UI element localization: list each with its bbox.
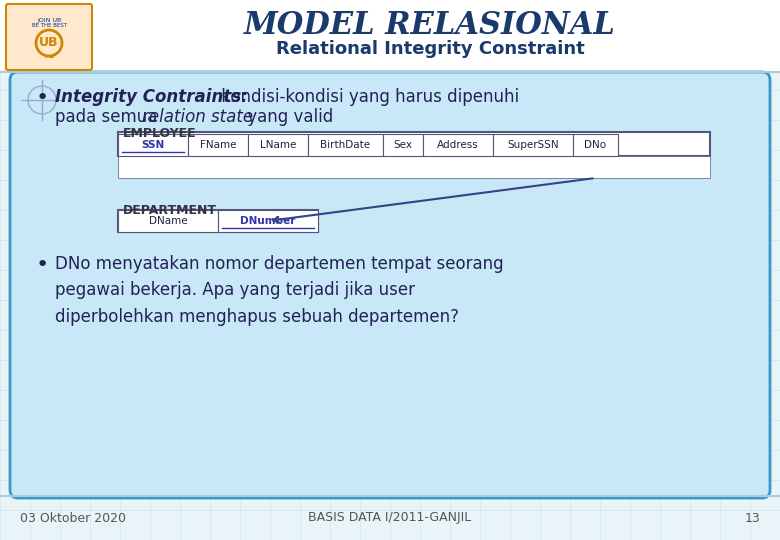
Text: LName: LName (260, 140, 296, 150)
Text: JOIN UB: JOIN UB (37, 18, 61, 23)
Text: •: • (36, 88, 49, 108)
Text: EMPLOYEE: EMPLOYEE (123, 127, 197, 140)
Text: DEPARTMENT: DEPARTMENT (123, 204, 217, 217)
Text: UB: UB (39, 37, 58, 50)
Text: •: • (36, 255, 49, 275)
FancyBboxPatch shape (118, 132, 710, 156)
FancyBboxPatch shape (573, 134, 618, 156)
FancyBboxPatch shape (188, 134, 248, 156)
Text: SuperSSN: SuperSSN (507, 140, 558, 150)
Text: SSN: SSN (141, 140, 165, 150)
Text: BASIS DATA I/2011-GANJIL: BASIS DATA I/2011-GANJIL (308, 511, 472, 524)
Text: DNumber: DNumber (240, 216, 296, 226)
FancyBboxPatch shape (10, 72, 770, 498)
FancyBboxPatch shape (118, 210, 318, 232)
Text: DName: DName (149, 216, 187, 226)
Text: Relational Integrity Constraint: Relational Integrity Constraint (275, 40, 584, 58)
FancyBboxPatch shape (118, 134, 188, 156)
Text: relation state: relation state (142, 108, 254, 126)
Text: 03 Oktober 2020: 03 Oktober 2020 (20, 511, 126, 524)
FancyBboxPatch shape (218, 210, 318, 232)
FancyBboxPatch shape (308, 134, 383, 156)
Text: BirthDate: BirthDate (321, 140, 370, 150)
Text: 13: 13 (744, 511, 760, 524)
FancyBboxPatch shape (118, 156, 710, 178)
FancyBboxPatch shape (383, 134, 423, 156)
Text: FName: FName (200, 140, 236, 150)
Text: BE THE BEST: BE THE BEST (31, 23, 66, 28)
Text: DNo menyatakan nomor departemen tempat seorang
pegawai bekerja. Apa yang terjadi: DNo menyatakan nomor departemen tempat s… (55, 255, 504, 326)
FancyBboxPatch shape (6, 4, 92, 70)
FancyBboxPatch shape (0, 0, 780, 72)
FancyBboxPatch shape (493, 134, 573, 156)
Text: Sex: Sex (393, 140, 413, 150)
FancyBboxPatch shape (248, 134, 308, 156)
Text: MODEL RELASIONAL: MODEL RELASIONAL (244, 10, 616, 41)
Text: ~: ~ (43, 51, 55, 65)
Text: Address: Address (437, 140, 479, 150)
Text: DNo: DNo (584, 140, 607, 150)
Text: kondisi-kondisi yang harus dipenuhi: kondisi-kondisi yang harus dipenuhi (216, 88, 519, 106)
Text: Integrity Contraints:: Integrity Contraints: (55, 88, 248, 106)
Text: yang valid: yang valid (242, 108, 333, 126)
FancyBboxPatch shape (118, 210, 218, 232)
FancyBboxPatch shape (423, 134, 493, 156)
Text: pada semua: pada semua (55, 108, 162, 126)
